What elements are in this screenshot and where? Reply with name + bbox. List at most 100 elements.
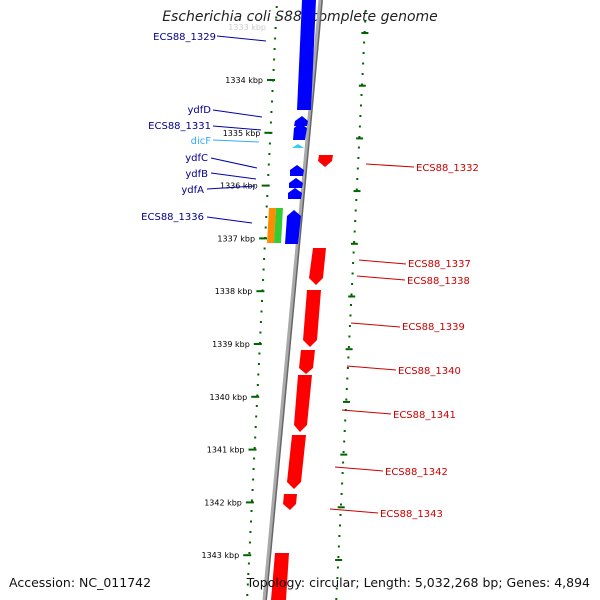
tick-dot [355,199,358,201]
tick-dot [358,125,361,128]
tick-dot [258,352,261,355]
label-ydfB[interactable]: ydfB [185,169,208,180]
tick-dot [274,37,277,40]
tick-dot [355,188,358,191]
minor-tick [348,295,356,298]
label-ECS88_1342[interactable]: ECS88_1342 [385,467,448,478]
tick-dot [344,419,347,422]
tick-dot [358,136,361,138]
label-ECS88_1329[interactable]: ECS88_1329 [153,32,216,43]
kbp-tick [245,501,254,504]
kbp-label: 1343 kbp [201,551,239,560]
tick-dot [275,6,278,8]
tick-dot [338,535,341,537]
label-ydfA[interactable]: ydfA [181,185,204,196]
tick-dot [269,121,272,124]
gene-ECS88_1339[interactable] [299,350,315,374]
gene-ydfB[interactable] [289,178,303,188]
tick-dot [346,377,349,380]
feature-green[interactable] [274,208,283,243]
minor-tick [340,453,348,456]
leader-lines [206,35,415,514]
gene-ECS88_1331[interactable] [293,123,307,140]
label-ECS88_1341[interactable]: ECS88_1341 [393,410,456,421]
tick-dot [352,251,355,254]
label-ECS88_1336[interactable]: ECS88_1336 [141,212,204,223]
tick-dot [356,167,359,170]
tick-dot [275,16,278,19]
label-ydfD[interactable]: ydfD [188,105,212,116]
tick-dot [345,398,348,401]
minor-tick [345,348,353,351]
gene-ECS88_1332[interactable] [318,155,333,167]
kbp-label: 1337 kbp [217,234,255,243]
tick-dot [264,226,267,229]
genome-title: Escherichia coli S88, complete genome [162,9,438,25]
tick-dot [345,388,348,390]
tick-dot [250,510,253,512]
tick-dot [253,457,256,460]
minor-tick [343,400,350,403]
tick-dot [263,247,266,250]
gene-ECS88_1340[interactable] [294,375,312,432]
gene-ECS88_1342[interactable] [283,494,297,510]
label-ECS88_1339[interactable]: ECS88_1339 [402,322,465,333]
tick-dot [336,566,339,569]
gene-ECS88_1341[interactable] [287,435,306,489]
tick-dot [260,310,263,313]
tick-dot [274,27,277,29]
tick-dot [246,594,249,596]
gene-ECS88_1336[interactable] [285,210,301,244]
label-ECS88_1337[interactable]: ECS88_1337 [408,259,471,270]
tick-dot [357,146,360,149]
label-ECS88_1338[interactable]: ECS88_1338 [407,276,470,287]
tick-dot [273,58,276,61]
tick-dot [256,394,259,397]
tick-dot [342,461,345,464]
label-ECS88_1343[interactable]: ECS88_1343 [380,509,443,520]
label-ECS88_1332[interactable]: ECS88_1332 [416,163,479,174]
minor-tick [335,559,343,561]
label-ECS88_1331[interactable]: ECS88_1331 [148,121,211,132]
gene-ECS88_1343[interactable] [271,553,289,600]
label-ECS88_1340[interactable]: ECS88_1340 [398,366,461,377]
gene-ECS88_1329[interactable] [297,0,316,110]
label-ydfC[interactable]: ydfC [185,153,208,164]
accession-text: Accession: NC_011742 [9,575,152,590]
tick-dot [262,268,265,271]
tick-dot [256,384,259,386]
faded-kbp-label: 1333 kbp [228,23,266,32]
tick-dot [246,583,249,586]
tick-dot [248,552,251,554]
tick-dot [248,541,251,544]
tick-dot [266,195,269,197]
gene-ECS88_1338[interactable] [303,290,321,347]
tick-dot [336,577,339,579]
gene-ECS88_1337[interactable] [309,248,326,285]
label-dicF[interactable]: dicF [191,136,212,147]
tick-dot [259,321,262,323]
kbp-tick [251,395,260,398]
tick-dot [259,331,262,334]
right-tick-rail [335,10,369,600]
kbp-label: 1335 kbp [223,129,261,138]
reverse-gene-labels: ECS88_1332 ECS88_1337 ECS88_1338 ECS88_1… [380,163,479,520]
kbp-label: 1336 kbp [220,182,258,191]
gene-ydfC[interactable] [290,165,304,176]
gene-ydfD[interactable] [294,116,308,126]
feature-orange[interactable] [267,208,276,243]
tick-dot [335,598,338,600]
gene-ydfA[interactable] [288,188,302,199]
gene-dicF[interactable] [292,144,304,148]
tick-dot [339,514,342,516]
tick-dot [335,587,338,590]
tick-dot [271,100,273,103]
tick-dot [254,436,257,439]
tick-dot [348,335,351,338]
tick-dot [270,111,273,113]
tick-dot [364,10,367,12]
tick-dot [352,262,355,264]
tick-dot [348,325,351,327]
tick-dot [271,90,274,92]
